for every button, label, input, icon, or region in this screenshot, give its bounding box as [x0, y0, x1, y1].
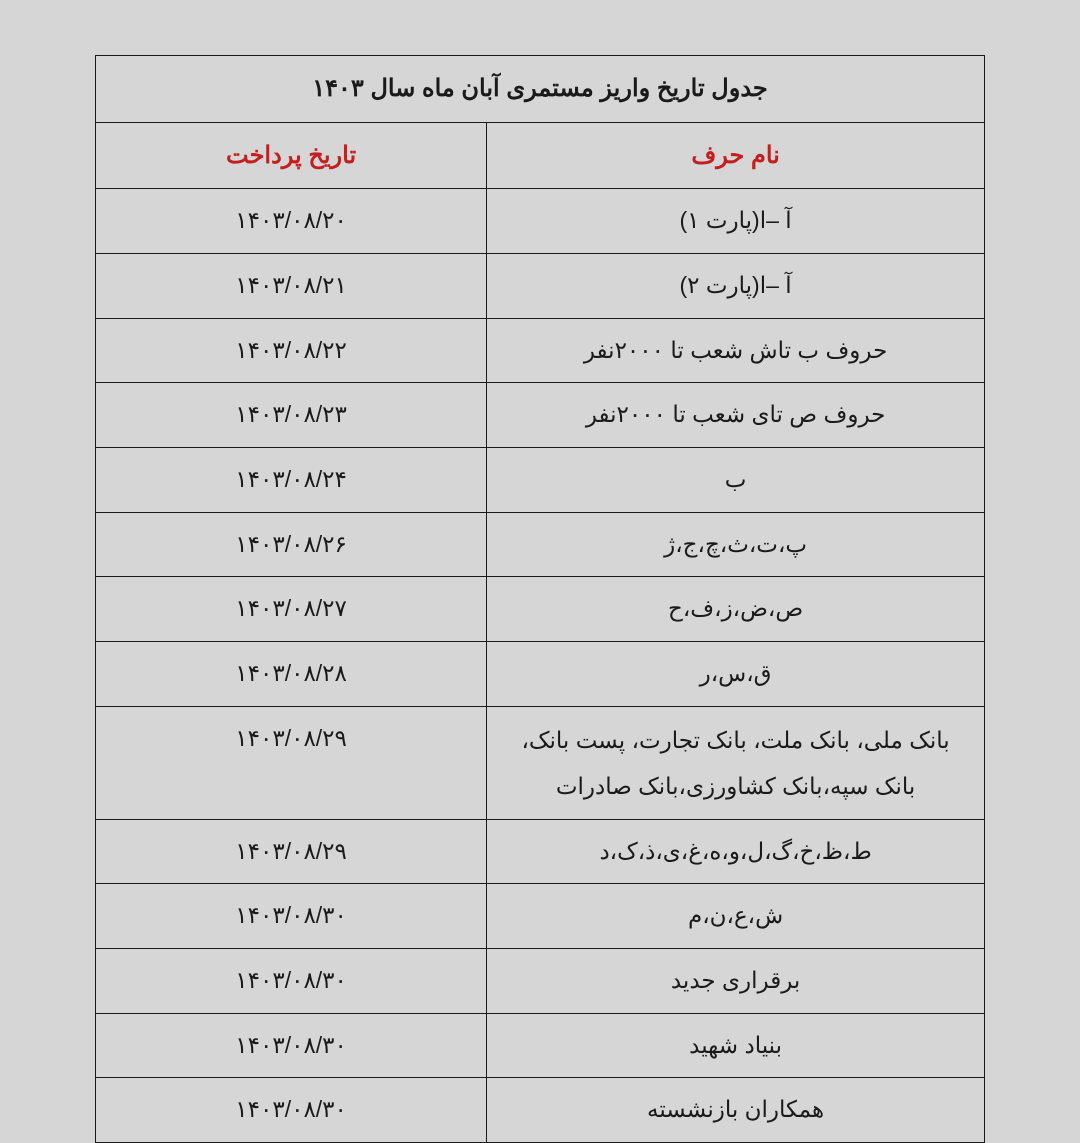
cell-date: ۱۴۰۳/۰۸/۲۹ — [96, 706, 487, 819]
cell-date: ۱۴۰۳/۰۸/۲۹ — [96, 819, 487, 884]
cell-date: ۱۴۰۳/۰۸/۲۲ — [96, 318, 487, 383]
cell-letter: ط،ظ،خ،گ،ل،و،ه،غ،ی،ذ،ک،د — [487, 819, 985, 884]
table-row: بانک ملی، بانک ملت، بانک تجارت، پست بانک… — [96, 706, 985, 819]
table-row: ق،س،ر ۱۴۰۳/۰۸/۲۸ — [96, 642, 985, 707]
cell-date: ۱۴۰۳/۰۸/۲۴ — [96, 447, 487, 512]
table-row: حروف ص تای شعب تا ۲۰۰۰نفر ۱۴۰۳/۰۸/۲۳ — [96, 383, 985, 448]
table-row: برقراری جدید ۱۴۰۳/۰۸/۳۰ — [96, 949, 985, 1014]
cell-letter: بنیاد شهید — [487, 1013, 985, 1078]
table-row: بنیاد شهید ۱۴۰۳/۰۸/۳۰ — [96, 1013, 985, 1078]
table-row: حروف ب تاش شعب تا ۲۰۰۰نفر ۱۴۰۳/۰۸/۲۲ — [96, 318, 985, 383]
cell-date: ۱۴۰۳/۰۸/۲۰ — [96, 189, 487, 254]
table-header-row: نام حرف تاریخ پرداخت — [96, 122, 985, 189]
cell-date: ۱۴۰۳/۰۸/۲۱ — [96, 253, 487, 318]
table-row: ط،ظ،خ،گ،ل،و،ه،غ،ی،ذ،ک،د ۱۴۰۳/۰۸/۲۹ — [96, 819, 985, 884]
cell-letter: حروف ص تای شعب تا ۲۰۰۰نفر — [487, 383, 985, 448]
cell-letter: همکاران بازنشسته — [487, 1078, 985, 1143]
cell-date: ۱۴۰۳/۰۸/۳۰ — [96, 1078, 487, 1143]
cell-letter: ق،س،ر — [487, 642, 985, 707]
cell-letter: برقراری جدید — [487, 949, 985, 1014]
cell-date: ۱۴۰۳/۰۸/۳۰ — [96, 1013, 487, 1078]
cell-date: ۱۴۰۳/۰۸/۲۸ — [96, 642, 487, 707]
cell-letter: پ،ت،ث،چ،ج،ژ — [487, 512, 985, 577]
payment-schedule-table: جدول تاریخ واریز مستمری آبان ماه سال ۱۴۰… — [95, 55, 985, 1143]
cell-date: ۱۴۰۳/۰۸/۲۷ — [96, 577, 487, 642]
cell-date: ۱۴۰۳/۰۸/۳۰ — [96, 884, 487, 949]
table-row: ب ۱۴۰۳/۰۸/۲۴ — [96, 447, 985, 512]
table-row: ص،ض،ز،ف،ح ۱۴۰۳/۰۸/۲۷ — [96, 577, 985, 642]
cell-letter: ش،ع،ن،م — [487, 884, 985, 949]
table-title-row: جدول تاریخ واریز مستمری آبان ماه سال ۱۴۰… — [96, 56, 985, 123]
payment-schedule-table-container: جدول تاریخ واریز مستمری آبان ماه سال ۱۴۰… — [95, 55, 985, 1143]
cell-letter: آ –ا(پارت ۲) — [487, 253, 985, 318]
cell-date: ۱۴۰۳/۰۸/۲۶ — [96, 512, 487, 577]
table-row: آ –ا(پارت ۱) ۱۴۰۳/۰۸/۲۰ — [96, 189, 985, 254]
cell-letter: بانک ملی، بانک ملت، بانک تجارت، پست بانک… — [487, 706, 985, 819]
cell-letter: حروف ب تاش شعب تا ۲۰۰۰نفر — [487, 318, 985, 383]
table-row: ش،ع،ن،م ۱۴۰۳/۰۸/۳۰ — [96, 884, 985, 949]
table-row: پ،ت،ث،چ،ج،ژ ۱۴۰۳/۰۸/۲۶ — [96, 512, 985, 577]
cell-date: ۱۴۰۳/۰۸/۳۰ — [96, 949, 487, 1014]
cell-letter: ب — [487, 447, 985, 512]
table-row: همکاران بازنشسته ۱۴۰۳/۰۸/۳۰ — [96, 1078, 985, 1143]
cell-letter: آ –ا(پارت ۱) — [487, 189, 985, 254]
header-letter-name: نام حرف — [487, 122, 985, 189]
cell-date: ۱۴۰۳/۰۸/۲۳ — [96, 383, 487, 448]
table-title: جدول تاریخ واریز مستمری آبان ماه سال ۱۴۰… — [96, 56, 985, 123]
table-row: آ –ا(پارت ۲) ۱۴۰۳/۰۸/۲۱ — [96, 253, 985, 318]
header-payment-date: تاریخ پرداخت — [96, 122, 487, 189]
cell-letter: ص،ض،ز،ف،ح — [487, 577, 985, 642]
